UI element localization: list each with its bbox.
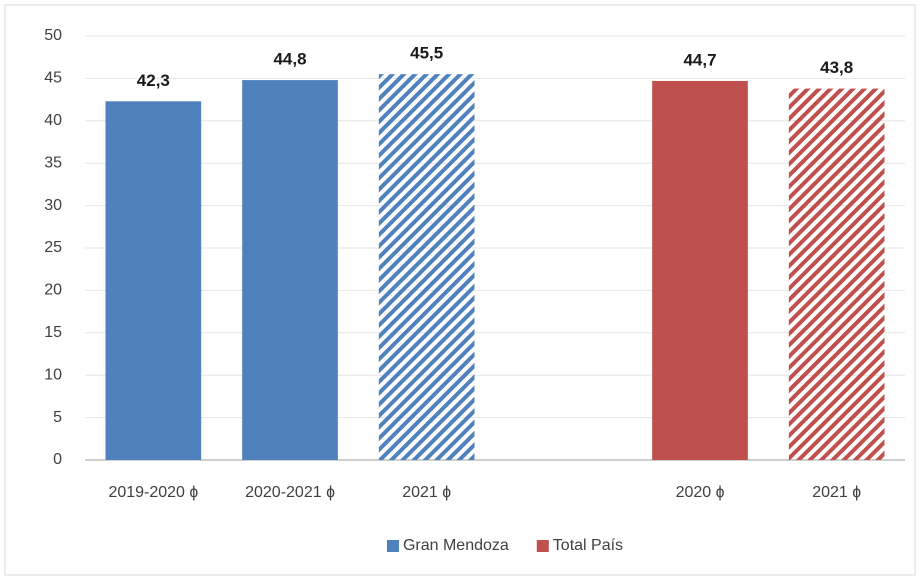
x-tick-label: 2020 ɸ bbox=[676, 484, 725, 501]
bar bbox=[652, 80, 748, 460]
y-tick-label: 0 bbox=[53, 451, 62, 468]
bar bbox=[105, 101, 202, 461]
y-tick-label: 20 bbox=[44, 282, 62, 299]
x-tick-label: 2019-2020 ɸ bbox=[108, 484, 198, 501]
data-label: 44,8 bbox=[273, 50, 306, 69]
y-tick-label: 40 bbox=[44, 112, 62, 129]
legend-item: Total País bbox=[536, 537, 623, 554]
x-tick-label: 2021 ɸ bbox=[812, 484, 861, 501]
bar bbox=[788, 88, 885, 461]
data-label: 45,5 bbox=[410, 44, 443, 63]
y-tick-label: 25 bbox=[44, 239, 62, 256]
y-tick-label: 15 bbox=[44, 324, 62, 341]
y-tick-label: 10 bbox=[44, 366, 62, 383]
legend-label: Gran Mendoza bbox=[403, 537, 509, 554]
y-tick-label: 50 bbox=[44, 27, 62, 44]
legend-swatch bbox=[536, 540, 549, 552]
data-label: 42,3 bbox=[137, 71, 170, 90]
y-tick-label: 35 bbox=[44, 154, 62, 171]
x-tick-label: 2020-2021 ɸ bbox=[245, 484, 335, 501]
x-tick-label: 2021 ɸ bbox=[402, 484, 451, 501]
data-label: 43,8 bbox=[820, 58, 853, 77]
legend-swatch bbox=[386, 540, 399, 552]
legend-label: Total País bbox=[553, 537, 623, 554]
data-label: 44,7 bbox=[683, 50, 716, 69]
bar bbox=[378, 74, 475, 460]
bar bbox=[242, 80, 338, 460]
y-tick-label: 45 bbox=[44, 70, 62, 87]
legend-item: Gran Mendoza bbox=[386, 537, 509, 554]
y-tick-label: 30 bbox=[44, 197, 62, 214]
y-tick-label: 5 bbox=[53, 409, 62, 426]
